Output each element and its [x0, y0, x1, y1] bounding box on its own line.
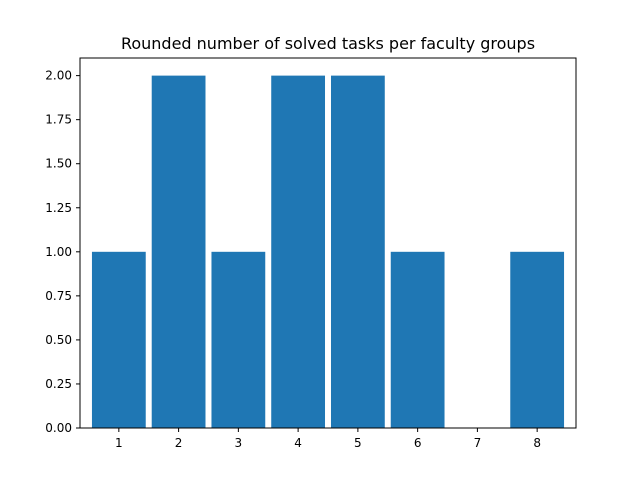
- bar-1: [91, 251, 146, 428]
- bar-4: [271, 75, 326, 428]
- y-tick-label: 1.00: [45, 245, 72, 259]
- x-tick-label: 7: [474, 436, 482, 450]
- x-tick-label: 8: [533, 436, 541, 450]
- bar-2: [151, 75, 206, 428]
- y-tick-label: 0.25: [45, 377, 72, 391]
- x-tick-label: 2: [175, 436, 183, 450]
- x-tick-label: 6: [414, 436, 422, 450]
- y-tick-label: 2.00: [45, 69, 72, 83]
- bar-8: [510, 251, 565, 428]
- y-tick-label: 1.25: [45, 201, 72, 215]
- chart-title: Rounded number of solved tasks per facul…: [121, 34, 535, 53]
- x-axis: 1 2 3 4 5 6 7 8: [115, 428, 541, 450]
- y-axis: 0.00 0.25 0.50 0.75 1.00 1.25 1.50 1.75 2.00: [45, 69, 80, 435]
- bar-5: [330, 75, 385, 428]
- bar-3: [211, 251, 266, 428]
- x-tick-label: 1: [115, 436, 123, 450]
- y-tick-label: 1.50: [45, 157, 72, 171]
- x-tick-label: 5: [354, 436, 362, 450]
- bar-6: [390, 251, 445, 428]
- x-tick-label: 3: [235, 436, 243, 450]
- plot-frame: [79, 57, 577, 429]
- y-tick-label: 0.50: [45, 333, 72, 347]
- bars-layer: [91, 75, 565, 428]
- x-tick-label: 4: [294, 436, 302, 450]
- y-tick-label: 1.75: [45, 113, 72, 127]
- y-tick-label: 0.75: [45, 289, 72, 303]
- y-tick-label: 0.00: [45, 421, 72, 435]
